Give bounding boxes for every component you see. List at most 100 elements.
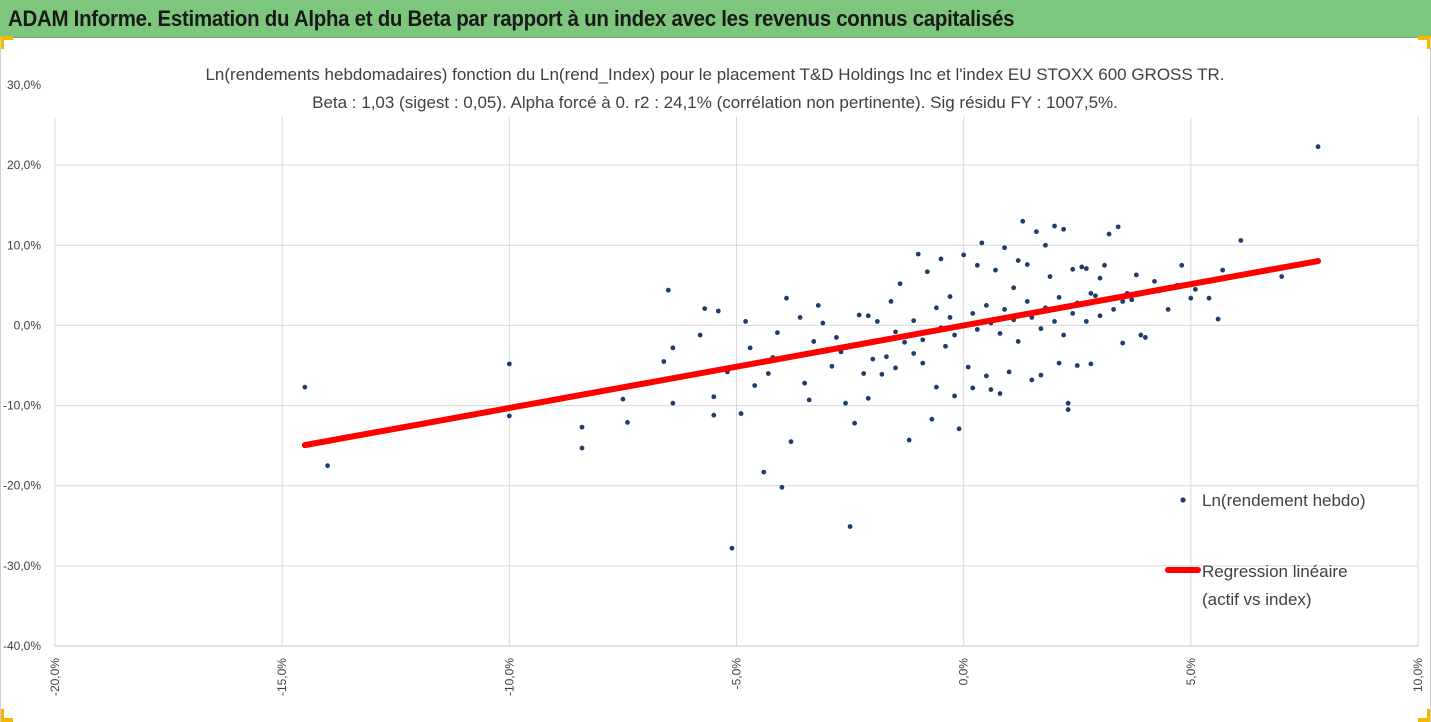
data-point — [1152, 278, 1157, 284]
x-axis-ticks: -20,0% -15,0% -10,0% -5,0% 0,0% 5,0% 10,0% — [48, 658, 1425, 696]
corner-marker-top-left — [0, 36, 13, 49]
data-point — [1061, 332, 1067, 338]
data-point — [1093, 293, 1098, 299]
corner-marker-bottom-left — [0, 709, 13, 722]
y-tick-label: -10,0% — [3, 399, 41, 413]
data-point — [665, 287, 671, 293]
data-point — [929, 416, 935, 422]
corner-marker-bottom-right — [1418, 709, 1431, 722]
data-point — [1002, 307, 1007, 312]
data-point — [1002, 245, 1007, 251]
data-point — [829, 363, 835, 369]
data-point — [1215, 316, 1221, 322]
data-point — [920, 360, 926, 366]
data-point — [1024, 298, 1030, 304]
data-point — [861, 371, 867, 376]
chart-title: Ln(rendements hebdomadaires) fonction du… — [205, 65, 1224, 84]
data-point — [1079, 264, 1085, 270]
data-point — [1192, 286, 1198, 292]
data-point — [788, 439, 794, 445]
data-point — [1011, 285, 1017, 291]
data-point — [1088, 290, 1094, 296]
y-axis-ticks: 30,0% 20,0% 10,0% 0,0% -10,0% -20,0% -30,0% -40… — [3, 78, 41, 653]
data-point — [697, 332, 703, 338]
data-point — [1065, 407, 1071, 412]
data-point — [1102, 262, 1107, 268]
data-point — [970, 311, 976, 316]
data-point — [956, 426, 962, 432]
data-point — [974, 262, 980, 268]
data-point — [920, 337, 926, 343]
data-point — [979, 240, 985, 246]
data-point — [806, 397, 812, 403]
data-point — [938, 256, 944, 262]
data-point — [934, 384, 939, 390]
data-point — [1120, 298, 1126, 304]
data-point — [1097, 313, 1103, 319]
data-point — [961, 252, 967, 258]
legend-regression-label-2: (actif vs index) — [1202, 590, 1312, 609]
data-point — [1015, 339, 1021, 344]
data-point — [983, 373, 989, 379]
data-point — [993, 267, 998, 273]
data-point — [879, 371, 885, 377]
data-point — [1138, 332, 1144, 338]
header-bar: ADAM Informe. Estimation du Alpha et du … — [0, 0, 1431, 38]
data-point — [1038, 326, 1044, 332]
data-point — [1097, 275, 1103, 281]
x-tick-label: 5,0% — [1184, 658, 1198, 686]
y-tick-label: -40,0% — [3, 639, 41, 653]
grid-lines — [54, 117, 1419, 647]
data-point — [1033, 229, 1039, 235]
data-point — [1047, 274, 1053, 279]
data-point — [983, 302, 989, 308]
data-point — [1056, 360, 1062, 366]
data-point — [1238, 238, 1244, 243]
y-tick-label: 0,0% — [14, 318, 42, 332]
data-point — [1074, 363, 1080, 368]
data-point — [797, 315, 803, 320]
data-point — [865, 395, 871, 401]
data-point — [834, 335, 839, 340]
data-point — [865, 313, 871, 319]
data-point — [906, 437, 912, 443]
data-point — [902, 339, 908, 345]
data-point — [1129, 297, 1135, 303]
data-point — [620, 396, 626, 402]
data-point — [1083, 319, 1089, 324]
data-point — [702, 306, 708, 311]
data-point — [302, 384, 308, 390]
data-point — [1015, 258, 1021, 263]
data-point — [625, 420, 630, 425]
data-point — [802, 380, 808, 386]
data-point — [943, 343, 948, 349]
data-point — [847, 524, 853, 529]
data-point — [1061, 226, 1067, 232]
legend-scatter-label: Ln(rendement hebdo) — [1202, 491, 1366, 510]
data-point — [974, 327, 980, 332]
regression-line — [301, 258, 1322, 449]
data-point — [947, 315, 953, 320]
data-point — [893, 365, 898, 371]
data-point — [743, 319, 748, 324]
data-point — [325, 463, 330, 469]
data-point — [506, 413, 512, 419]
data-point — [820, 320, 826, 326]
data-point — [670, 400, 676, 406]
x-tick-label: -15,0% — [275, 658, 289, 696]
data-point — [1115, 224, 1121, 230]
data-point — [811, 339, 817, 344]
regression-line-group — [301, 258, 1322, 449]
data-point — [924, 269, 930, 275]
legend-scatter-marker — [1180, 497, 1186, 503]
data-point — [952, 332, 957, 338]
data-point — [997, 391, 1003, 396]
data-point — [506, 361, 512, 367]
report-title: ADAM Informe. Estimation du Alpha et du … — [8, 6, 1015, 31]
x-tick-label: -5,0% — [730, 658, 744, 690]
data-point — [947, 294, 953, 299]
data-point — [1220, 267, 1226, 273]
data-point — [738, 411, 744, 416]
data-point — [1106, 231, 1112, 237]
